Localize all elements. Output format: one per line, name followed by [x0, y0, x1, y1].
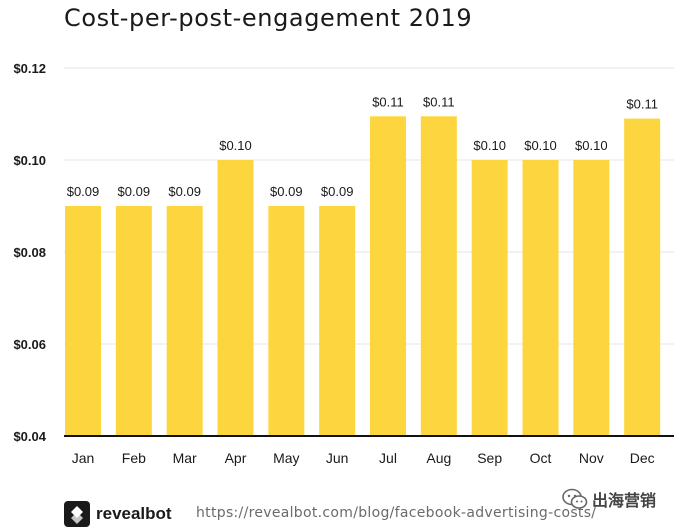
data-label: $0.11	[626, 97, 658, 112]
data-label: $0.09	[270, 184, 303, 199]
x-tick-label: Feb	[122, 450, 146, 466]
watermark: 出海营销	[562, 487, 656, 511]
y-axis-ticks: $0.04 $0.06 $0.08 $0.10 $0.12	[13, 61, 46, 444]
data-label: $0.09	[118, 184, 151, 199]
bars	[65, 116, 661, 437]
x-tick-label: Sep	[477, 450, 502, 466]
bar-nov	[573, 160, 610, 436]
bar-mar	[166, 206, 203, 436]
x-tick-label: Jul	[379, 450, 397, 466]
bar-may	[268, 206, 305, 436]
data-label: $0.09	[168, 184, 201, 199]
x-tick-label: Dec	[630, 450, 655, 466]
x-tick-label: Jan	[72, 450, 95, 466]
bar-feb	[115, 206, 152, 436]
wechat-icon	[562, 488, 588, 509]
data-label: $0.09	[67, 184, 100, 199]
y-tick-label: $0.04	[13, 429, 46, 444]
bar-aug	[420, 116, 457, 437]
bar-chart: $0.04$0.06$0.08$0.10$0.12 $0.09 $0.09 $0.0…	[13, 61, 674, 466]
bar-jan	[65, 206, 101, 436]
data-label: $0.10	[473, 138, 506, 153]
y-tick-label: $0.08	[13, 245, 46, 260]
brand-name: revealbot	[96, 504, 172, 523]
y-tick-label: $0.12	[13, 61, 46, 76]
revealbot-logo-icon	[64, 501, 90, 527]
data-label: $0.10	[575, 138, 608, 153]
data-labels: $0.09 $0.09 $0.09 $0.10 $0.09 $0.09 $0.11 $0.11…	[67, 94, 658, 199]
x-tick-label: May	[273, 450, 299, 466]
bar-oct	[522, 160, 559, 436]
y-tick-label: $0.06	[13, 337, 46, 352]
data-label: $0.09	[321, 184, 354, 199]
source-url[interactable]: https://revealbot.com/blog/facebook-adve…	[196, 505, 597, 521]
bar-jun	[319, 206, 356, 436]
x-tick-label: Apr	[225, 450, 247, 466]
data-label: $0.11	[423, 94, 455, 109]
bar-sep	[471, 160, 508, 436]
y-tick-label: $0.10	[13, 153, 46, 168]
data-label: $0.10	[219, 138, 252, 153]
footer-brand: revealbot	[64, 500, 172, 528]
bar-dec	[624, 118, 661, 436]
bar-apr	[217, 160, 254, 436]
data-label: $0.11	[372, 94, 404, 109]
x-tick-label: Nov	[579, 450, 604, 466]
x-axis-ticks: Jan Feb Mar Apr May Jun Jul Aug Sep Oct Nov Dec	[72, 450, 655, 466]
x-tick-label: Mar	[173, 450, 197, 466]
x-tick-label: Aug	[426, 450, 451, 466]
x-tick-label: Jun	[326, 450, 349, 466]
data-label: $0.10	[524, 138, 557, 153]
x-tick-label: Oct	[530, 450, 552, 466]
chart-title: Cost-per-post-engagement 2019	[64, 4, 473, 32]
watermark-text: 出海营销	[592, 491, 657, 510]
bar-jul	[370, 116, 406, 437]
gridlines	[64, 67, 674, 345]
